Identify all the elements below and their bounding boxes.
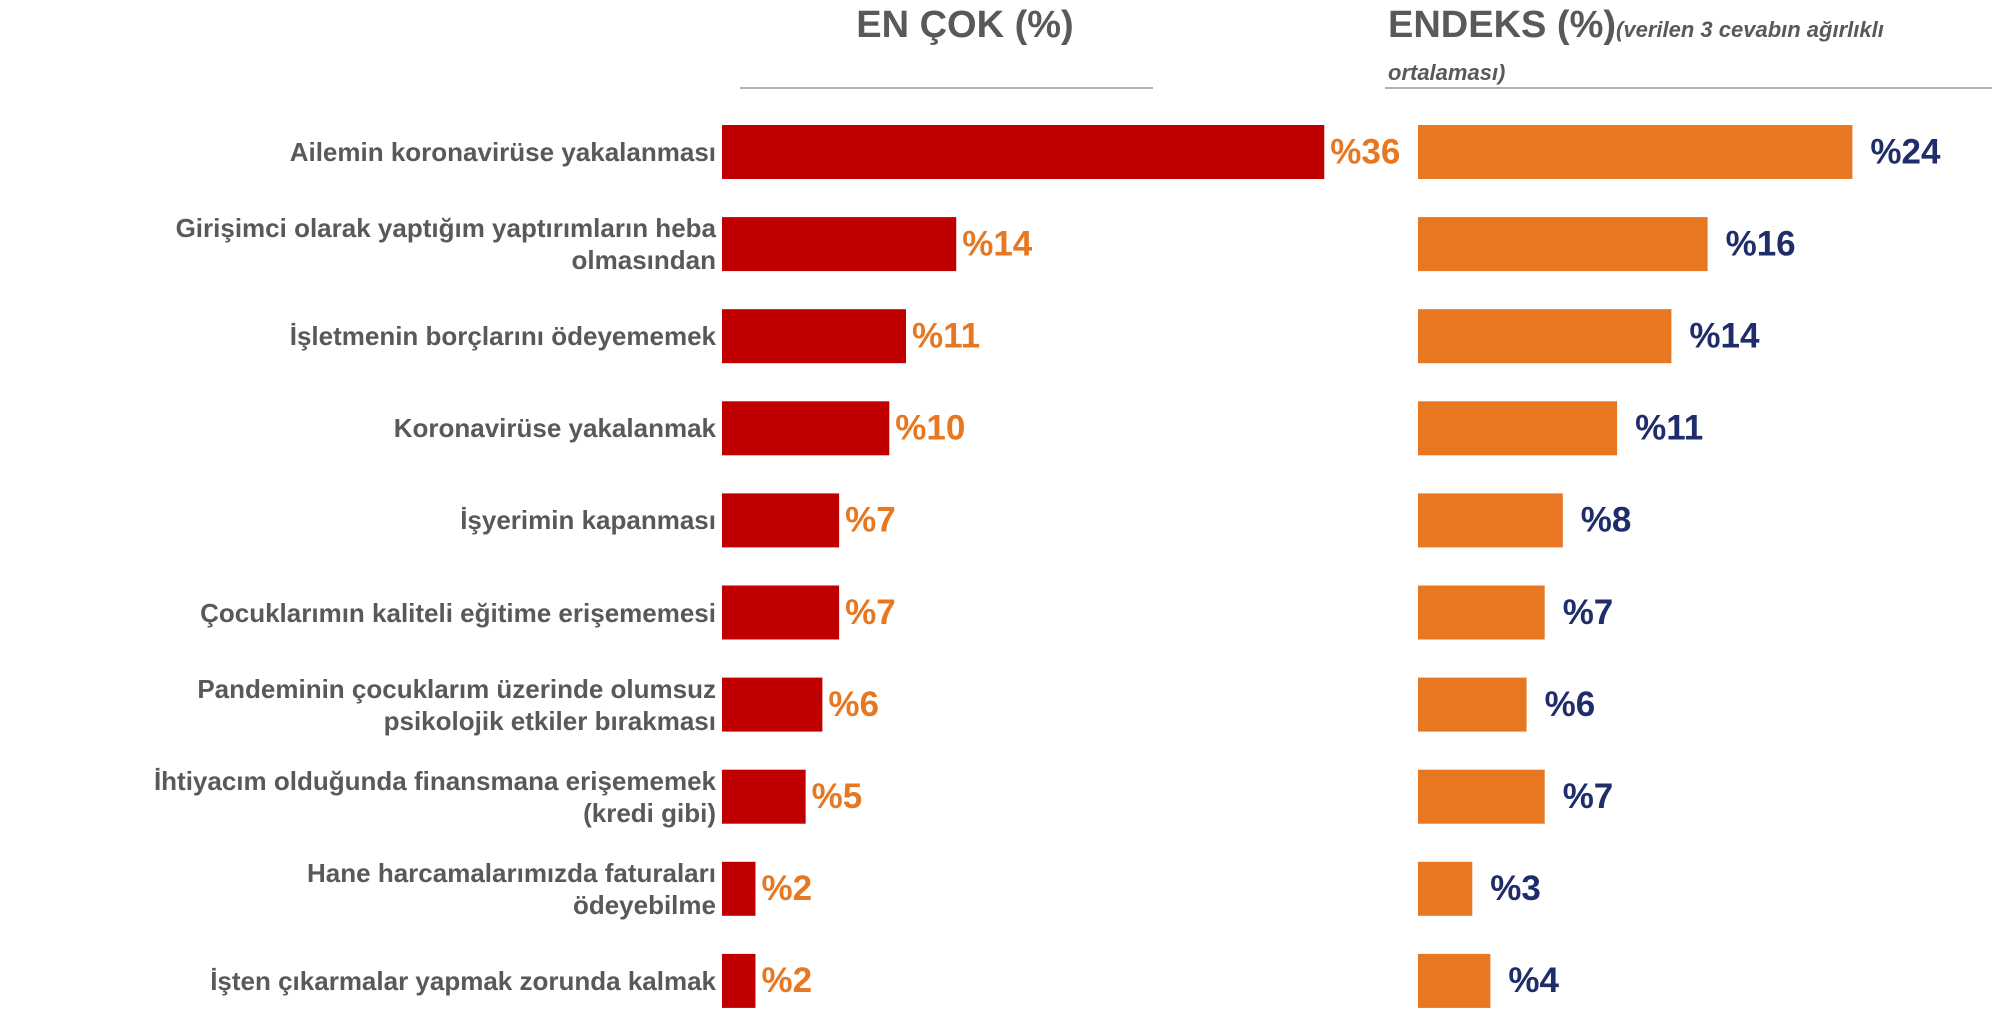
bar xyxy=(1418,861,1473,916)
value-label: %5 xyxy=(812,777,863,816)
category-label: İşletmenin borçlarını ödeyememek xyxy=(289,321,716,352)
value-label: %7 xyxy=(845,593,896,632)
value-label: %14 xyxy=(1689,316,1760,355)
category-label: Çocuklarımın kaliteli eğitime erişememes… xyxy=(200,597,716,628)
category-label: İhtiyacım olduğunda finansmana erişememe… xyxy=(153,765,716,828)
bar xyxy=(1418,585,1545,640)
category-label: Pandeminin çocuklarım üzerinde olumsuz p… xyxy=(197,673,716,736)
bar xyxy=(722,861,756,916)
panel-title-block: ENDEKS (%)(verilen 3 cevabın ağırlıklı o… xyxy=(1388,4,1884,90)
value-label: %6 xyxy=(828,685,879,724)
bar xyxy=(722,401,890,456)
bar xyxy=(1418,401,1618,456)
value-label: %10 xyxy=(895,409,965,448)
bar xyxy=(722,953,756,1008)
category-label: İşyerimin kapanması xyxy=(460,505,716,536)
bar xyxy=(1418,125,1853,179)
value-label: %8 xyxy=(1581,501,1632,540)
value-label: %16 xyxy=(1726,224,1796,263)
category-label: Koronavirüse yakalanmak xyxy=(393,413,716,444)
bar xyxy=(1418,677,1527,732)
value-label: %3 xyxy=(1490,869,1541,908)
panel-subtitle: (verilen 3 cevabın ağırlıklı ortalaması) xyxy=(1388,17,1884,85)
value-label: %14 xyxy=(962,224,1033,263)
bar xyxy=(722,309,907,364)
panel-title: EN ÇOK (%) xyxy=(856,4,1074,46)
value-label: %6 xyxy=(1545,685,1596,724)
value-label: %11 xyxy=(1635,409,1703,448)
bar xyxy=(1418,953,1491,1008)
bar xyxy=(1418,309,1672,364)
bar xyxy=(1418,493,1563,548)
category-label: Hane harcamalarımızda faturaları ödeyebi… xyxy=(307,857,716,920)
value-label: %36 xyxy=(1330,132,1400,171)
bar xyxy=(1418,769,1545,824)
value-label: %7 xyxy=(845,501,896,540)
category-label: Ailemin koronavirüse yakalanması xyxy=(289,137,716,167)
category-label: İşten çıkarmalar yapmak zorunda kalmak xyxy=(210,965,716,996)
bar xyxy=(722,769,806,824)
panel-title: ENDEKS (%) xyxy=(1388,4,1617,46)
value-label: %2 xyxy=(761,961,812,1000)
value-label: %24 xyxy=(1870,132,1941,171)
bar xyxy=(722,677,823,732)
category-label: Girişimci olarak yaptığım yaptırımların … xyxy=(175,213,716,276)
value-label: %7 xyxy=(1563,593,1614,632)
bar xyxy=(1418,217,1708,272)
value-label: %7 xyxy=(1563,777,1614,816)
bar xyxy=(722,125,1325,179)
value-label: %4 xyxy=(1508,961,1559,1000)
bar xyxy=(722,493,840,548)
bar xyxy=(722,217,957,272)
value-label: %11 xyxy=(912,316,980,355)
bar xyxy=(722,585,840,640)
value-label: %2 xyxy=(761,869,812,908)
